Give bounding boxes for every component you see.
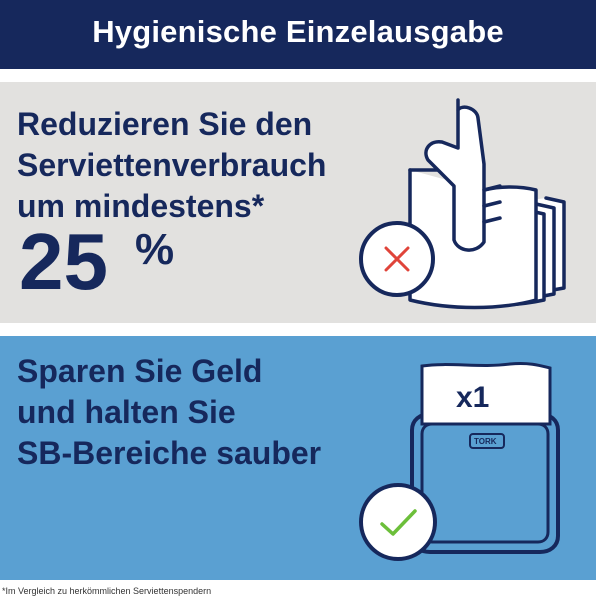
headline-line-1: Sparen Sie Geld xyxy=(17,353,263,389)
headline-line-3: SB-Bereiche sauber xyxy=(17,435,322,471)
footnote: *Im Vergleich zu herkömmlichen Serviette… xyxy=(2,586,212,596)
headline-line-2: Serviettenverbrauch xyxy=(17,147,327,183)
panel-save-money: Sparen Sie Geld und halten Sie SB-Bereic… xyxy=(0,336,596,580)
panel-reduce-consumption: Reduzieren Sie den Serviettenverbrauch u… xyxy=(0,82,596,323)
headline-line-2: und halten Sie xyxy=(17,394,236,430)
percent-value: 25 xyxy=(19,217,108,306)
header-banner: Hygienische Einzelausgabe xyxy=(0,0,596,69)
tork-logo: TORK xyxy=(474,437,497,446)
cross-icon xyxy=(359,221,435,297)
percent-sign: % xyxy=(135,225,175,274)
count-label: x1 xyxy=(456,381,490,414)
headline-line-1: Reduzieren Sie den xyxy=(17,106,313,142)
page-title: Hygienische Einzelausgabe xyxy=(92,14,504,49)
napkin-stack-illustration xyxy=(408,98,566,310)
headline-line-3: um mindestens* xyxy=(17,188,265,224)
dispenser-illustration xyxy=(410,362,560,554)
check-icon xyxy=(359,483,437,561)
